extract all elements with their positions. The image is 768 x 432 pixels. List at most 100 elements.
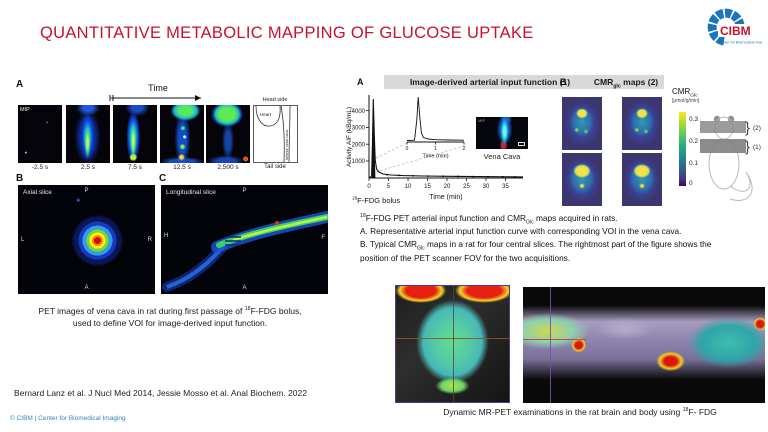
x-tick-5: 5 — [387, 184, 391, 190]
colorbar-title-a: CMR — [672, 87, 691, 96]
x-tick-35: 35 — [502, 184, 509, 190]
orient-a2: A — [242, 285, 247, 291]
diagram-heart-label: Heart — [260, 112, 272, 117]
time-arrow-label: Time — [148, 83, 168, 93]
footer-copyright: © CIBM | Center for Biomedical Imaging — [10, 415, 126, 422]
cb-tick-0: 0 — [689, 180, 693, 187]
cb-tick-03: 0.3 — [689, 116, 699, 123]
cb-tick-02: 0.2 — [689, 138, 699, 145]
pet-frame-5 — [206, 105, 250, 163]
diagram-head-label: Head side — [262, 97, 288, 103]
cmr-header-a: CMR — [593, 77, 614, 87]
bolus-text: F-FDG bolus — [357, 196, 401, 205]
pet-frame-4 — [160, 105, 204, 163]
cibm-logo: CIBM Center for Biomedical Imaging — [707, 8, 762, 46]
bottom-caption-sup: 18 — [682, 407, 689, 414]
rat-ear-left-icon — [713, 115, 721, 123]
zoom-connector-line-2 — [375, 145, 465, 173]
inset-tick-0: 0 — [406, 146, 409, 152]
bolus-sup: 18 — [352, 195, 358, 201]
fov-brace-1: } — [745, 139, 750, 156]
caption-sup: 18 — [244, 306, 251, 313]
aif-y-axis-label: Activity AIF (kBq/mL) — [346, 107, 353, 167]
thumb-mip-label: MIP — [478, 118, 486, 123]
aif-curve — [368, 98, 524, 179]
rat-tail-icon — [729, 171, 753, 201]
crosshair-vertical-icon — [452, 286, 454, 402]
fov-band-1 — [700, 139, 746, 153]
references: Bernard Lanz et al. J Nucl Med 2014, Jes… — [14, 388, 307, 398]
frame-time-3: 7.5 s — [127, 164, 143, 171]
colorbar-title: CMRGlc — [672, 87, 698, 99]
cmr-map-slice-2 — [622, 97, 662, 150]
axial-slice-label: Axial slice — [23, 189, 52, 196]
cibm-logo-acronym: CIBM — [720, 24, 751, 38]
time-arrow-icon — [109, 95, 201, 101]
y-tick-3000: 3000 — [352, 126, 366, 132]
desc-text-d: maps in a rat for four central slices. T… — [424, 239, 712, 250]
frame-time-5: 2,500 s — [217, 164, 239, 171]
inset-tick-2: 2 — [463, 146, 466, 152]
mip-label: MIP — [20, 107, 30, 113]
axial-slice-image: Axial slice P L R A — [18, 185, 155, 294]
bottom-figure-caption: Dynamic MR-PET examinations in the rat b… — [400, 406, 760, 418]
orient-h: H — [164, 232, 169, 239]
pet-frame-2 — [66, 105, 110, 163]
vena-cava-streak-icon — [162, 211, 328, 292]
desc-text-a: F-FDG PET arterial input function and CM… — [365, 213, 527, 223]
caption-text2: F-FDG bolus, — [250, 306, 302, 316]
cmr-colorbar — [679, 112, 686, 186]
hotspot-dot-icon — [275, 221, 279, 225]
thumb-voi-marker-icon — [518, 142, 525, 146]
orient-r: R — [147, 237, 152, 244]
x-tick-0: 0 — [367, 184, 371, 190]
x-tick-25: 25 — [463, 184, 470, 190]
fov-band-2 — [700, 121, 746, 133]
x-tick-30: 30 — [483, 184, 490, 190]
right-panel-b-label: B — [560, 77, 567, 87]
desc-sub-a: Glc — [526, 219, 534, 226]
desc-line-1: 18F-FDG PET arterial input function and … — [360, 212, 764, 225]
heart-outline-icon — [255, 105, 281, 127]
x-tick-15: 15 — [424, 184, 431, 190]
diagram-vessel-label: Inferior vena cava — [285, 129, 289, 160]
vessel-line-right-icon — [288, 105, 291, 163]
aif-header: Image-derived arterial input function (1… — [384, 75, 596, 89]
cmr-header: CMRglc maps (2) — [588, 75, 664, 89]
pet-frame-1: MIP — [18, 105, 62, 163]
orient-a: A — [84, 285, 89, 291]
desc-sub-b: Glc — [417, 246, 425, 253]
slide-title: QUANTITATIVE METABOLIC MAPPING OF GLUCOS… — [40, 24, 534, 42]
colorbar-title-sub: Glc — [690, 93, 698, 99]
inset-curve — [406, 96, 465, 141]
fov-label-1: (1) — [753, 144, 761, 151]
cmr-header-b: maps (2) — [620, 77, 659, 87]
desc-text-b: maps acquired in rats. — [533, 213, 618, 223]
aif-plot: 1000 2000 3000 4000 0 5 10 15 20 25 30 3… — [346, 95, 524, 201]
cibm-logo-arc-icon — [707, 8, 745, 46]
vessel-line-left-icon — [280, 105, 285, 163]
orient-f: F — [321, 235, 325, 242]
crosshair-horizontal-2-icon — [523, 339, 586, 341]
aif-x-axis-label: Time (min) — [429, 194, 462, 201]
colorbar-units: [μmol/g/min] — [672, 98, 700, 104]
desc-text-c: B. Typical CMR — [360, 239, 418, 250]
frame-time-4: 12.5 s — [173, 164, 191, 171]
x-tick-20: 20 — [444, 184, 451, 190]
left-figure-caption: PET images of vena cava in rat during fi… — [0, 305, 340, 329]
mrpet-coronal-brain-image — [395, 285, 510, 403]
right-figure-description: 18F-FDG PET arterial input function and … — [360, 212, 764, 265]
orient-p: P — [84, 188, 89, 194]
left-panel-b-label: B — [16, 173, 24, 184]
aif-peak — [371, 102, 376, 178]
caption-text: PET images of vena cava in rat during fi… — [38, 306, 245, 316]
left-panel-c-label: C — [159, 173, 167, 184]
vena-cava-diagram: Heart Inferior vena cava — [253, 105, 298, 163]
mrpet-sagittal-body-image — [523, 287, 765, 403]
desc-sup: 18 — [360, 213, 366, 220]
rat-fov-diagram: } (2) } (1) — [700, 115, 761, 201]
caption-line2: used to define VOI for image-derived inp… — [72, 318, 268, 328]
desc-line-4: position of the PET scanner FOV for the … — [360, 252, 571, 263]
cibm-logo-subtitle: Center for Biomedical Imaging — [718, 41, 762, 45]
